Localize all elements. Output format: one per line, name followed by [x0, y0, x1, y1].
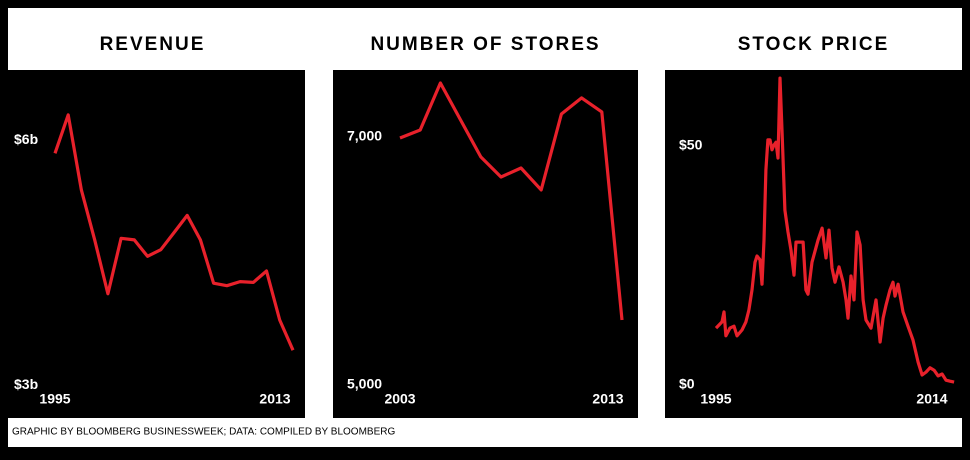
x-tick-label: 2003 — [384, 391, 415, 407]
panel — [0, 70, 305, 418]
y-tick-label: $6b — [14, 131, 38, 147]
x-tick-label: 2013 — [592, 391, 623, 407]
line — [714, 76, 955, 384]
y-tick-label: $0 — [679, 376, 695, 392]
y-tick-label: 7,000 — [347, 128, 382, 144]
x-tick-label: 1995 — [39, 391, 70, 407]
y-tick-label: $50 — [679, 137, 703, 153]
panel-title: REVENUE — [100, 34, 206, 55]
y-tick-label: 5,000 — [347, 376, 382, 392]
x-tick-label: 2013 — [259, 391, 290, 407]
x-tick-label: 1995 — [700, 391, 731, 407]
panel — [665, 70, 962, 418]
panel-title: NUMBER OF STORES — [370, 34, 600, 55]
panel — [333, 70, 638, 418]
footer: GRAPHIC BY BLOOMBERG BUSINESSWEEK; DATA:… — [12, 427, 395, 438]
line — [399, 81, 624, 321]
panel-title: STOCK PRICE — [738, 34, 890, 55]
x-tick-label: 2014 — [916, 391, 947, 407]
line — [53, 113, 295, 351]
y-tick-label: $3b — [14, 376, 38, 392]
